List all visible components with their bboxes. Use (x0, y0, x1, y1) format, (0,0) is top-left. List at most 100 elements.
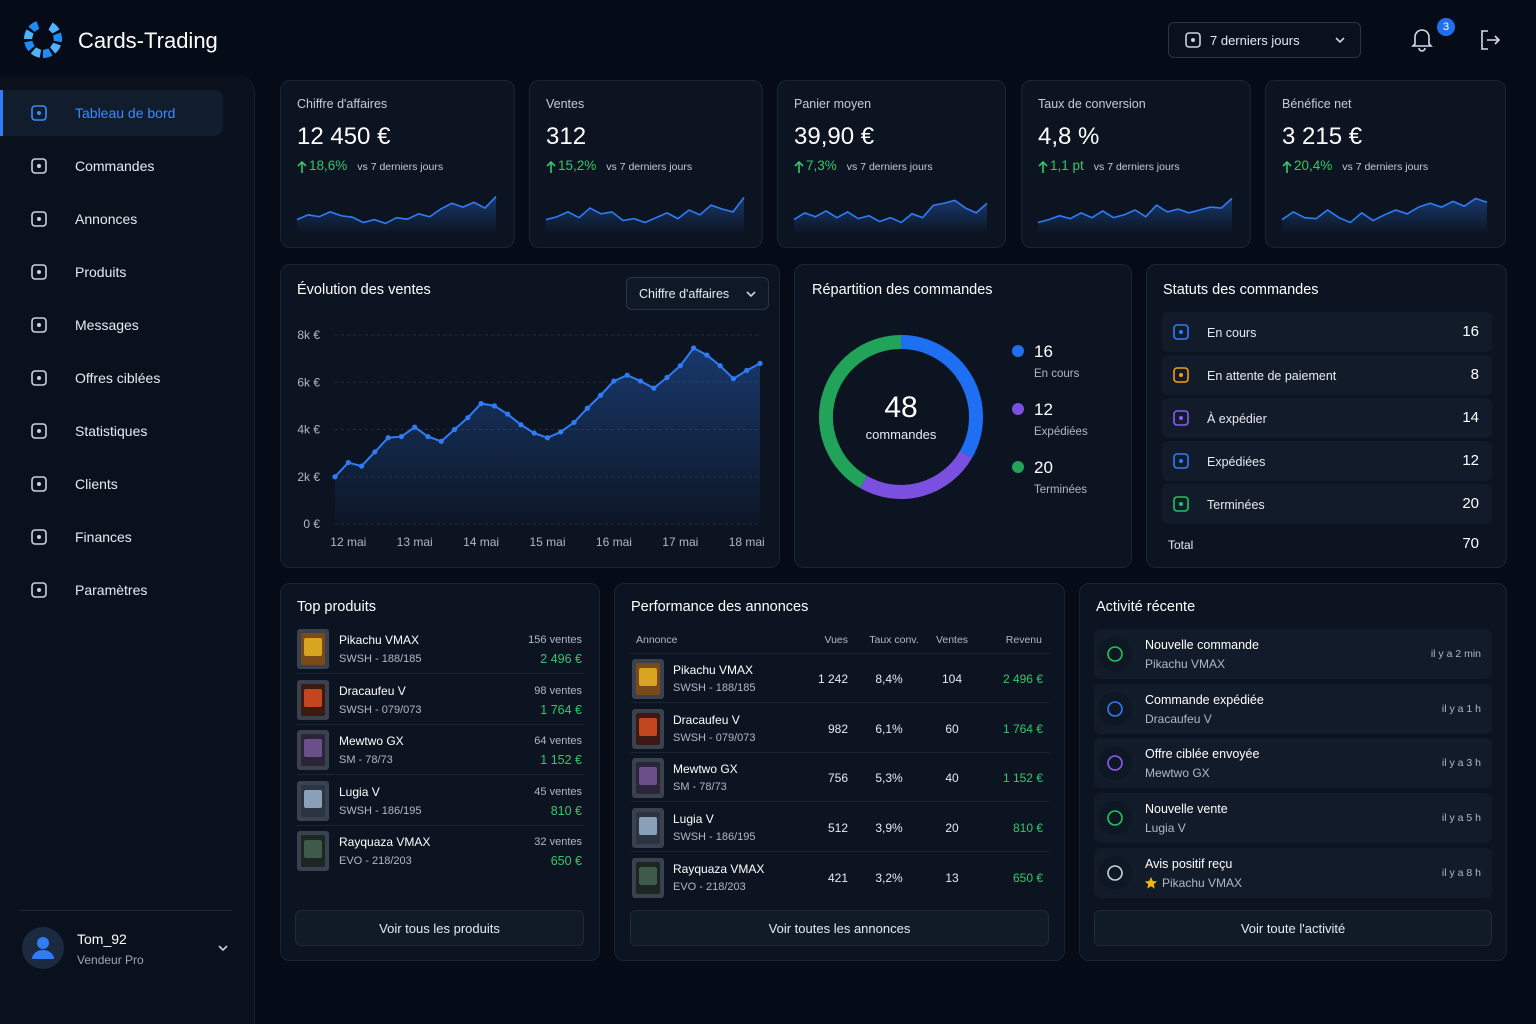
product-sales: 156 ventes (528, 634, 582, 646)
row-divider (297, 774, 584, 775)
sales-point (451, 426, 458, 433)
kpi-compare: vs 7 derniers jours (357, 161, 444, 173)
card-thumbnail (632, 808, 664, 849)
sales-point (518, 422, 524, 428)
kpi-compare: vs 7 derniers jours (606, 161, 693, 173)
kpi-value: 312 (546, 122, 587, 150)
view-listings-button[interactable]: Voir toutes les annonces (630, 910, 1049, 946)
logo-segment (24, 29, 34, 39)
listing-name: Lugia V (673, 812, 714, 827)
arrow-shape (297, 160, 307, 173)
row-divider (631, 751, 1049, 753)
donut-chart: 48 commandes 16 En cours 12 Expédiées 20 Termin… (819, 335, 1088, 499)
column-header: Taux conv. (869, 634, 919, 646)
activity-title: Avis positif reçu (1145, 856, 1233, 871)
button-label[interactable]: Voir tous les produits (379, 920, 500, 936)
listing-sales: 40 (945, 771, 959, 786)
activity-icon (1098, 801, 1132, 836)
star-shape (1145, 876, 1157, 889)
icon-bg (1098, 691, 1132, 726)
status-label: En attente de paiement (1207, 369, 1337, 383)
x-tick-label: 13 mai (397, 535, 433, 549)
icon-dot (1179, 459, 1183, 463)
card-title: Performance des annonces (631, 598, 809, 615)
sales-point (558, 429, 564, 435)
status-label: Terminées (1207, 498, 1265, 512)
product-sales: 32 ventes (534, 836, 582, 848)
kpi-compare: vs 7 derniers jours (1093, 161, 1180, 173)
sparkline (296, 196, 497, 234)
metric-selector[interactable] (626, 277, 769, 310)
logo (24, 21, 62, 58)
nav-item[interactable]: Finances (75, 529, 132, 545)
logo-segment (30, 47, 42, 58)
sales-point (651, 385, 657, 391)
card-title: Répartition des commandes (812, 281, 993, 298)
nav-item[interactable]: Annonces (75, 211, 138, 227)
nav-item[interactable]: Produits (75, 264, 127, 280)
card-thumbnail (297, 831, 329, 871)
icon-dot (37, 164, 41, 168)
card-thumbnail (632, 659, 664, 699)
view-products-button[interactable]: Voir tous les produits (295, 910, 584, 946)
button-label[interactable]: Voir toute l'activité (1240, 920, 1346, 936)
sales-point (385, 435, 391, 441)
nav-icon (31, 317, 47, 333)
sales-point (664, 374, 670, 381)
activity-icon (1098, 855, 1132, 890)
listing-conv: 3,2% (875, 870, 903, 885)
nav-item[interactable]: Paramètres (75, 582, 148, 598)
listing-set: SWSH - 186/195 (673, 831, 756, 844)
nav-item[interactable]: Commandes (75, 158, 155, 174)
sales-point (690, 345, 697, 351)
x-tick-label: 15 mai (529, 535, 565, 549)
kpi-change: 1,1 pt (1050, 158, 1084, 173)
sparkline-area (546, 197, 744, 234)
kpi-label: Panier moyen (794, 97, 872, 111)
metric-selector-label[interactable]: Chiffre d'affaires (639, 287, 730, 301)
nav-item[interactable]: Messages (75, 317, 139, 333)
up-arrow (794, 160, 804, 173)
logo-segment (28, 21, 40, 32)
thumb-art-center (639, 767, 657, 786)
donut-total: 48 (884, 391, 917, 424)
icon-shape (1185, 32, 1201, 48)
product-name: Lugia V (339, 784, 380, 799)
kpi-change: 15,2% (558, 158, 597, 173)
icon-shape (31, 211, 47, 227)
nav-item[interactable]: Tableau de bord (75, 105, 176, 121)
nav-active-bar (0, 90, 3, 136)
nav-item[interactable]: Statistiques (75, 423, 148, 439)
icon-shape (1107, 755, 1123, 772)
status-total: 70 (1462, 535, 1479, 552)
kpi-label: Bénéfice net (1282, 97, 1352, 111)
listing-conv: 3,9% (875, 821, 903, 836)
column-header: Annonce (636, 634, 678, 646)
nav-item[interactable]: Clients (75, 476, 118, 492)
sales-point (372, 449, 378, 455)
kpi-compare: vs 7 derniers jours (846, 161, 933, 173)
x-tick-label: 14 mai (463, 535, 499, 549)
listing-revenue: 1 764 € (1002, 721, 1043, 736)
listing-conv: 6,1% (875, 721, 903, 736)
kpi-value: 4,8 % (1038, 122, 1100, 150)
sales-point (478, 400, 484, 407)
x-tick-label: 12 mai (330, 535, 366, 549)
listing-views: 756 (827, 771, 848, 786)
view-activity-button[interactable]: Voir toute l'activité (1094, 910, 1492, 946)
sales-point (624, 372, 630, 378)
status-count: 12 (1462, 452, 1479, 469)
thumb-art-center (304, 789, 322, 808)
legend-dot (1012, 461, 1024, 473)
thumb-art-center (304, 840, 322, 858)
avatar-body (32, 950, 54, 959)
button-label[interactable]: Voir toutes les annonces (768, 920, 911, 936)
nav-item[interactable]: Offres ciblées (75, 370, 161, 386)
activity-title: Offre ciblée envoyée (1145, 747, 1260, 762)
product-set: EVO - 218/203 (339, 855, 412, 867)
donut-segment (819, 335, 902, 489)
sparkline-line (793, 199, 988, 224)
product-revenue: 1 152 € (540, 753, 582, 767)
sales-point (677, 363, 683, 369)
